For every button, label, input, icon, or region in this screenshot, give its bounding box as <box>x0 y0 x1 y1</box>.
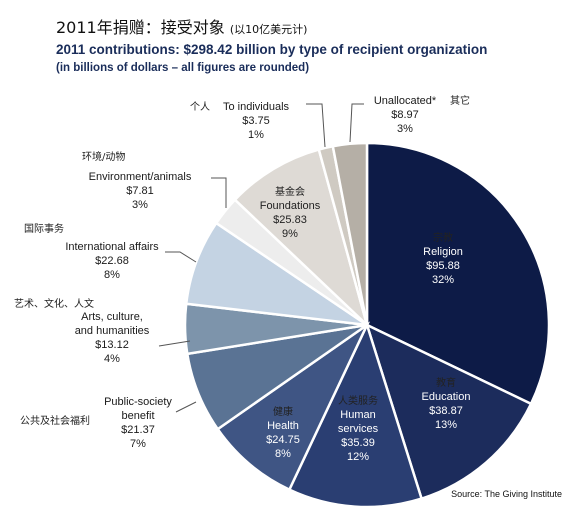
slice-label-pct-to-individuals: 1% <box>248 129 264 141</box>
slice-label-value-foundations: $25.83 <box>273 214 307 226</box>
slice-label-name-education: Education <box>422 391 471 403</box>
slice-label-value-education: $38.87 <box>429 405 463 417</box>
pie-slice-religion <box>365 141 551 406</box>
slice-label-cn-to-individuals: 个人 <box>190 101 210 113</box>
slice-label-value-environment-animals: $7.81 <box>126 185 154 197</box>
slice-label-name-environment-animals: Environment/animals <box>89 171 192 183</box>
pie-slices <box>183 141 551 509</box>
slice-label-cn-religion: 宗教 <box>433 231 453 244</box>
pie-slice-foundations <box>233 147 370 329</box>
slice-label-cn-human-services: 人类服务 <box>338 394 378 407</box>
pie-slice-unallocated <box>331 141 369 326</box>
leader-line-environment-animals <box>211 177 227 208</box>
slice-label-name-unallocated: Unallocated* <box>374 95 437 107</box>
slice-label-pct-education: 13% <box>435 419 457 431</box>
slice-label-cn-international-affairs: 国际事务 <box>24 222 64 235</box>
slice-label-name-religion: Religion <box>423 246 463 258</box>
slice-label-cn-environment-animals: 环境/动物 <box>82 150 125 163</box>
leader-line-unallocated <box>349 103 364 143</box>
slice-label-name-human-services: services <box>338 423 379 435</box>
slice-label-value-unallocated: $8.97 <box>391 109 419 121</box>
slice-label-pct-human-services: 12% <box>347 451 369 463</box>
leader-line-international-affairs <box>165 251 197 263</box>
slice-label-cn-arts-culture-and-humanities: 艺术、文化、人文 <box>14 297 94 310</box>
pie-slice-health <box>215 321 371 492</box>
slice-label-name-public-society-benefit: benefit <box>121 410 154 422</box>
slice-label-name-public-society-benefit: Public-society <box>104 396 172 408</box>
slice-labels: 宗教 Religion $95.88 32% 教育 Education $38.87 13% 人… <box>14 94 470 463</box>
slice-label-pct-arts-culture-and-humanities: 4% <box>104 353 120 365</box>
slice-label-value-human-services: $35.39 <box>341 437 375 449</box>
slice-label-name-arts-culture-and-humanities: and humanities <box>75 325 150 337</box>
chart-title: 2011 contributions: $298.42 billion by t… <box>56 42 488 57</box>
slice-label-pct-international-affairs: 8% <box>104 269 120 281</box>
slice-label-pct-religion: 32% <box>432 274 454 286</box>
pie-slice-human-services <box>287 321 424 509</box>
leader-line-to-individuals <box>306 103 326 148</box>
leader-line-arts-culture-and-humanities <box>158 340 191 347</box>
slice-label-pct-unallocated: 3% <box>397 123 413 135</box>
slice-label-pct-health: 8% <box>275 448 291 460</box>
slice-label-pct-environment-animals: 3% <box>132 199 148 211</box>
slice-label-cn-health: 健康 <box>273 405 293 418</box>
chart-subtitle: (in billions of dollars – all figures ar… <box>56 62 310 74</box>
slice-label-value-health: $24.75 <box>266 434 300 446</box>
slice-label-name-health: Health <box>267 420 299 432</box>
slice-label-name-human-services: Human <box>340 409 375 421</box>
slice-label-name-arts-culture-and-humanities: Arts, culture, <box>81 311 143 323</box>
slice-label-cn-public-society-benefit: 公共及社会福利 <box>20 414 90 427</box>
slice-label-value-religion: $95.88 <box>426 260 460 272</box>
slice-label-pct-foundations: 9% <box>282 228 298 240</box>
slice-label-cn-education: 教育 <box>436 376 456 389</box>
slice-label-value-arts-culture-and-humanities: $13.12 <box>95 339 129 351</box>
source-note: Source: The Giving Institute <box>451 489 562 499</box>
slice-label-value-to-individuals: $3.75 <box>242 115 270 127</box>
slice-label-pct-public-society-benefit: 7% <box>130 438 146 450</box>
slice-label-value-public-society-benefit: $21.37 <box>121 424 155 436</box>
slice-label-value-international-affairs: $22.68 <box>95 255 129 267</box>
chinese-title-text: 2011年捐赠：接受对象 <box>56 18 225 37</box>
slice-label-name-foundations: Foundations <box>260 200 321 212</box>
slice-label-name-international-affairs: International affairs <box>65 241 159 253</box>
leader-lines <box>158 103 364 413</box>
slice-label-cn-foundations: 基金会 <box>275 185 305 198</box>
leader-line-public-society-benefit <box>175 401 197 413</box>
chinese-unit-note: (以10亿美元计) <box>229 23 308 36</box>
chinese-title: 2011年捐赠：接受对象 (以10亿美元计) <box>56 14 307 38</box>
slice-label-name-to-individuals: To individuals <box>223 101 290 113</box>
slice-label-cn-unallocated: 其它 <box>450 94 470 107</box>
